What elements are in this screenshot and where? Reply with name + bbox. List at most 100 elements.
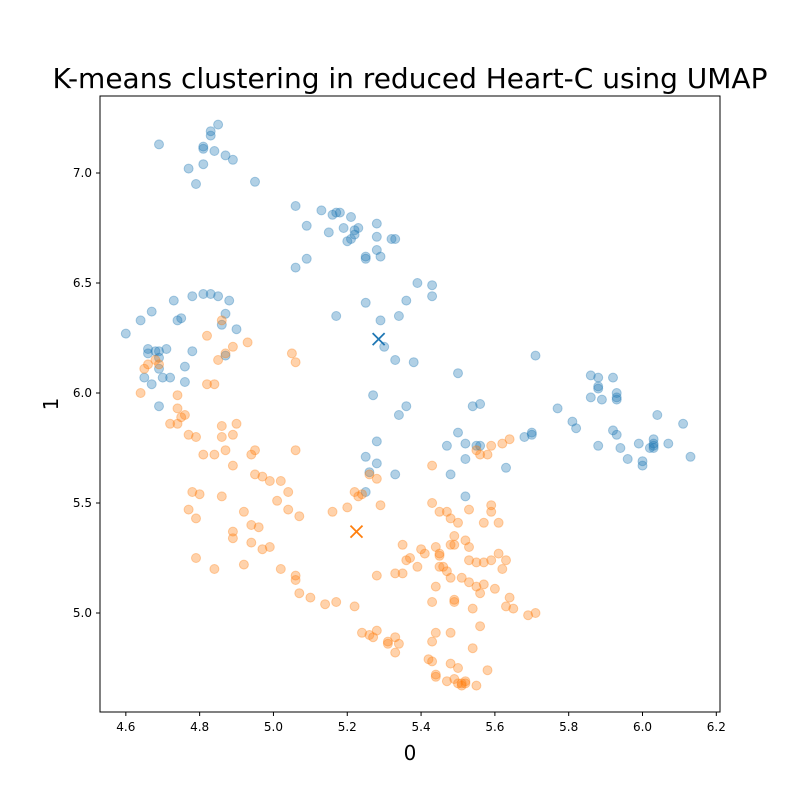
cluster-1-point bbox=[364, 469, 375, 480]
cluster-0-point bbox=[301, 220, 312, 231]
cluster-0-point bbox=[338, 223, 349, 233]
cluster-0-point bbox=[460, 454, 471, 464]
cluster-1-point bbox=[331, 597, 342, 607]
cluster-1-point bbox=[430, 669, 441, 680]
cluster-1-point bbox=[275, 564, 286, 574]
cluster-0-point bbox=[205, 130, 216, 141]
cluster-1-point bbox=[504, 434, 515, 445]
cluster-1-point bbox=[464, 555, 474, 566]
cluster-1-point bbox=[460, 676, 471, 687]
cluster-0-point bbox=[371, 231, 382, 242]
cluster-1-point bbox=[264, 476, 275, 486]
cluster-0-point bbox=[157, 372, 168, 383]
cluster-1-point bbox=[497, 438, 508, 449]
cluster-1-point bbox=[453, 663, 463, 673]
cluster-0-point bbox=[120, 328, 131, 339]
cluster-1-point bbox=[257, 471, 268, 482]
cluster-0-point bbox=[360, 487, 371, 497]
cluster-0-point bbox=[220, 150, 231, 161]
cluster-1-point bbox=[294, 588, 305, 599]
x-tick-label: 4.6 bbox=[116, 720, 135, 734]
cluster-0-point bbox=[323, 227, 334, 238]
cluster-0-point bbox=[301, 253, 312, 264]
cluster-0-point bbox=[154, 352, 164, 363]
cluster-1-point bbox=[154, 359, 164, 370]
cluster-1-point bbox=[460, 678, 471, 689]
cluster-0-point bbox=[611, 388, 622, 398]
cluster-1-point bbox=[220, 445, 231, 456]
points-layer bbox=[120, 119, 696, 691]
cluster-1-point bbox=[320, 599, 331, 610]
cluster-1-point bbox=[353, 491, 364, 502]
cluster-1-point bbox=[227, 460, 238, 471]
cluster-1-point bbox=[456, 680, 467, 691]
cluster-1-point bbox=[397, 539, 408, 550]
cluster-1-point bbox=[191, 432, 201, 442]
cluster-0-point bbox=[250, 176, 260, 187]
cluster-1-point bbox=[430, 627, 441, 638]
x-tick-label: 4.8 bbox=[190, 720, 209, 734]
cluster-0-point bbox=[637, 456, 648, 467]
cluster-0-point bbox=[135, 315, 146, 326]
cluster-0-point bbox=[191, 179, 201, 189]
cluster-1-point bbox=[508, 603, 519, 614]
cluster-0-point bbox=[412, 278, 423, 288]
cluster-0-point bbox=[501, 462, 511, 473]
cluster-1-point bbox=[198, 449, 209, 460]
cluster-1-point bbox=[412, 561, 423, 572]
cluster-1-point bbox=[441, 676, 452, 687]
cluster-1-point bbox=[294, 511, 305, 522]
cluster-0-point bbox=[183, 163, 194, 174]
cluster-0-point bbox=[467, 401, 478, 412]
cluster-0-point bbox=[290, 201, 301, 211]
cluster-1-point bbox=[478, 557, 489, 568]
cluster-0-point bbox=[346, 212, 356, 222]
cluster-1-point bbox=[464, 577, 474, 588]
cluster-0-point bbox=[224, 295, 235, 306]
cluster-1-point bbox=[478, 517, 489, 528]
cluster-1-point bbox=[405, 553, 415, 563]
cluster-1-point bbox=[441, 566, 452, 577]
cluster-0-point bbox=[231, 324, 242, 335]
cluster-0-point bbox=[526, 427, 537, 438]
cluster-1-point bbox=[290, 575, 301, 585]
cluster-0-point bbox=[168, 295, 179, 306]
cluster-1-point bbox=[238, 559, 249, 570]
cluster-1-point bbox=[456, 678, 467, 689]
cluster-1-point bbox=[434, 506, 445, 517]
cluster-0-point bbox=[393, 410, 404, 420]
cluster-0-point bbox=[401, 295, 412, 306]
cluster-0-point bbox=[198, 159, 209, 170]
cluster-1-point bbox=[445, 572, 456, 583]
cluster-0-point bbox=[371, 218, 382, 229]
cluster-1-point bbox=[475, 449, 486, 460]
y-axis: 5.0 5.5 6.0 6.5 7.0 bbox=[73, 166, 100, 620]
cluster-1-point bbox=[427, 636, 438, 647]
cluster-1-point bbox=[220, 348, 231, 359]
cluster-1-point bbox=[427, 656, 438, 667]
cluster-0-point bbox=[154, 346, 164, 357]
cluster-0-point bbox=[216, 319, 227, 330]
cluster-0-point bbox=[441, 440, 452, 451]
cluster-0-point bbox=[187, 291, 198, 302]
cluster-1-point bbox=[257, 544, 268, 555]
cluster-1-point bbox=[135, 388, 146, 398]
cluster-0-point bbox=[393, 311, 404, 321]
cluster-1-point bbox=[286, 348, 297, 359]
cluster-0-point bbox=[390, 469, 401, 480]
cluster-0-point bbox=[154, 401, 164, 412]
cluster-1-point bbox=[467, 603, 478, 614]
cluster-1-point bbox=[290, 445, 301, 456]
cluster-0-point bbox=[571, 423, 582, 434]
plot-frame bbox=[99, 95, 721, 713]
cluster-0-point bbox=[648, 443, 659, 453]
y-tick-label: 6.0 bbox=[73, 386, 92, 400]
cluster-1-point bbox=[179, 410, 190, 420]
cluster-0-point bbox=[685, 451, 696, 462]
cluster-1-point bbox=[150, 355, 161, 365]
cluster-1-point bbox=[430, 542, 441, 552]
cluster-0-point bbox=[360, 451, 371, 462]
cluster-1-point bbox=[493, 548, 504, 559]
cluster-1-point bbox=[530, 608, 541, 618]
cluster-1-point bbox=[216, 491, 227, 502]
